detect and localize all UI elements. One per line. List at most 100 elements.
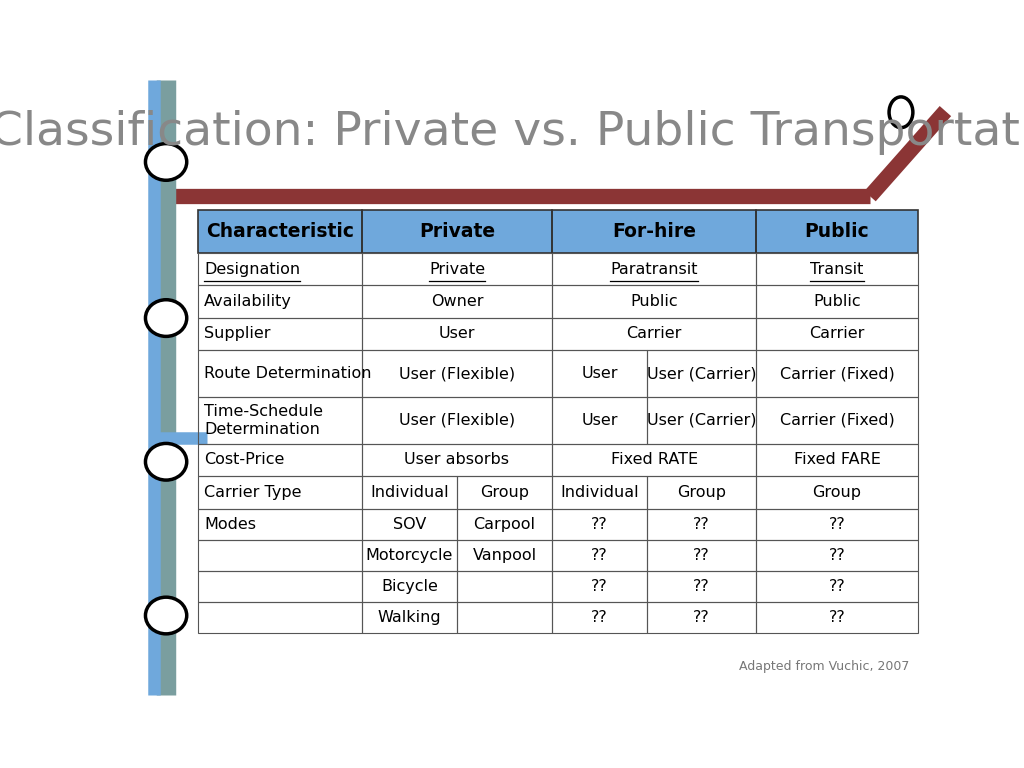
Text: Motorcycle: Motorcycle xyxy=(366,548,454,563)
Text: ??: ?? xyxy=(591,579,608,594)
Text: ??: ?? xyxy=(693,517,710,531)
Bar xyxy=(198,444,361,476)
Bar xyxy=(457,540,552,571)
Text: ??: ?? xyxy=(591,548,608,563)
Bar xyxy=(198,540,361,571)
Text: User (Flexible): User (Flexible) xyxy=(399,413,515,428)
Text: Group: Group xyxy=(677,485,726,500)
Ellipse shape xyxy=(145,443,186,480)
Bar xyxy=(757,318,918,350)
Text: Carrier (Fixed): Carrier (Fixed) xyxy=(779,413,894,428)
Bar xyxy=(361,476,457,508)
Text: Carpool: Carpool xyxy=(473,517,536,531)
Text: Individual: Individual xyxy=(560,485,639,500)
Ellipse shape xyxy=(145,144,186,180)
Text: ??: ?? xyxy=(693,610,710,625)
Bar xyxy=(457,571,552,602)
Bar xyxy=(757,508,918,540)
Bar xyxy=(757,476,918,508)
Text: ??: ?? xyxy=(591,517,608,531)
Text: Public: Public xyxy=(805,222,869,241)
Bar xyxy=(361,318,552,350)
Text: Walking: Walking xyxy=(378,610,441,625)
Bar xyxy=(552,444,757,476)
Text: Route Determination: Route Determination xyxy=(204,366,372,381)
Text: Paratransit: Paratransit xyxy=(610,262,698,276)
Bar xyxy=(361,508,457,540)
Bar xyxy=(552,318,757,350)
Ellipse shape xyxy=(145,300,186,336)
Text: User (Flexible): User (Flexible) xyxy=(399,366,515,381)
Text: Time-Schedule
Determination: Time-Schedule Determination xyxy=(204,404,324,436)
Bar xyxy=(647,397,757,444)
Bar xyxy=(757,540,918,571)
Bar xyxy=(361,285,552,318)
Bar xyxy=(457,508,552,540)
Bar xyxy=(198,397,361,444)
Bar xyxy=(361,571,457,602)
Bar xyxy=(198,210,361,253)
Text: ??: ?? xyxy=(693,548,710,563)
Bar xyxy=(552,210,757,253)
Text: Designation: Designation xyxy=(204,262,300,276)
Text: Owner: Owner xyxy=(431,294,483,309)
Bar xyxy=(361,210,552,253)
Text: Carrier: Carrier xyxy=(627,326,682,342)
Text: Supplier: Supplier xyxy=(204,326,270,342)
Bar xyxy=(457,476,552,508)
Bar xyxy=(757,602,918,634)
Bar xyxy=(757,571,918,602)
Bar xyxy=(198,571,361,602)
Text: Carrier (Fixed): Carrier (Fixed) xyxy=(779,366,894,381)
Bar xyxy=(552,285,757,318)
Bar xyxy=(552,602,647,634)
Bar xyxy=(757,397,918,444)
Bar xyxy=(361,350,552,397)
Bar xyxy=(757,210,918,253)
Bar xyxy=(552,476,647,508)
Text: Classification: Private vs. Public Transportation: Classification: Private vs. Public Trans… xyxy=(0,110,1024,155)
Bar xyxy=(552,540,647,571)
Bar xyxy=(552,253,757,285)
Text: ??: ?? xyxy=(828,548,846,563)
Bar xyxy=(198,318,361,350)
Text: Fixed RATE: Fixed RATE xyxy=(610,452,697,468)
Bar xyxy=(552,210,757,253)
Bar xyxy=(647,602,757,634)
Bar xyxy=(361,253,552,285)
Bar xyxy=(552,571,647,602)
Bar xyxy=(361,210,552,253)
Bar xyxy=(552,350,647,397)
Text: Public: Public xyxy=(631,294,678,309)
Bar xyxy=(552,508,647,540)
Text: User: User xyxy=(582,366,617,381)
Text: Individual: Individual xyxy=(370,485,449,500)
Bar xyxy=(198,476,361,508)
Bar xyxy=(198,253,361,285)
Bar xyxy=(198,508,361,540)
Text: Carrier Type: Carrier Type xyxy=(204,485,302,500)
Text: Vanpool: Vanpool xyxy=(472,548,537,563)
Text: User (Carrier): User (Carrier) xyxy=(647,413,757,428)
Text: ??: ?? xyxy=(591,610,608,625)
Bar xyxy=(198,210,361,253)
Text: Public: Public xyxy=(813,294,861,309)
Text: User: User xyxy=(582,413,617,428)
Bar xyxy=(361,397,552,444)
Bar xyxy=(757,350,918,397)
Bar xyxy=(457,602,552,634)
Bar xyxy=(198,602,361,634)
Text: Private: Private xyxy=(419,222,495,241)
Bar xyxy=(198,285,361,318)
Text: Modes: Modes xyxy=(204,517,256,531)
Bar xyxy=(757,210,918,253)
Ellipse shape xyxy=(889,97,912,127)
Ellipse shape xyxy=(145,598,186,634)
Bar xyxy=(552,397,647,444)
Text: User: User xyxy=(438,326,475,342)
Bar xyxy=(647,508,757,540)
Text: For-hire: For-hire xyxy=(612,222,696,241)
Text: SOV: SOV xyxy=(393,517,426,531)
Bar xyxy=(361,444,552,476)
Bar xyxy=(757,444,918,476)
